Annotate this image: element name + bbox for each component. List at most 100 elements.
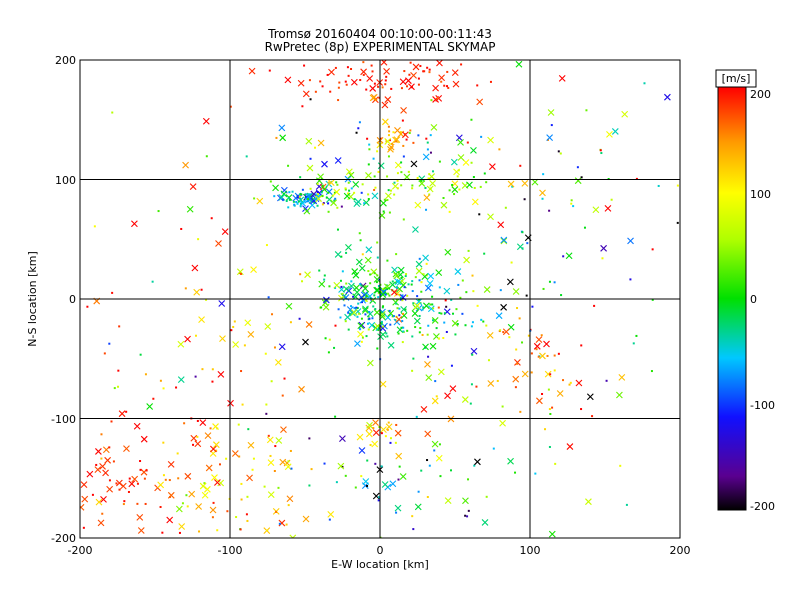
scatter-dot-marker — [406, 85, 409, 88]
scatter-dot-marker — [440, 312, 443, 315]
scatter-cross-marker — [392, 270, 400, 278]
scatter-dot-marker — [401, 320, 404, 323]
scatter-cross-marker — [362, 305, 369, 313]
scatter-dot-marker — [410, 283, 413, 286]
y-tick-labels: 200 100 0 -100 -200 — [51, 54, 76, 545]
scatter-cross-marker — [351, 268, 359, 275]
scatter-cross-marker — [487, 213, 494, 221]
scatter-dot-marker — [358, 121, 361, 124]
scatter-dot-marker — [406, 329, 409, 332]
scatter-dot-marker — [115, 482, 118, 485]
scatter-cross-marker — [218, 300, 226, 307]
scatter-dot-marker — [322, 202, 325, 205]
scatter-dot-marker — [422, 70, 425, 73]
scatter-cross-marker — [420, 406, 428, 413]
scatter-dot-marker — [386, 199, 389, 202]
scatter-dot-marker — [320, 306, 323, 309]
scatter-dot-marker — [347, 328, 350, 331]
scatter-dot-marker — [251, 468, 254, 471]
scatter-cross-marker — [368, 321, 376, 329]
scatter-dot-marker — [397, 478, 400, 481]
scatter-dot-marker — [395, 286, 398, 289]
scatter-dot-marker — [350, 187, 353, 190]
scatter-dot-marker — [323, 462, 326, 465]
scatter-dot-marker — [519, 410, 522, 413]
scatter-dot-marker — [368, 148, 371, 151]
scatter-dot-marker — [450, 364, 453, 367]
scatter-cross-marker — [274, 358, 282, 366]
scatter-dot-marker — [471, 274, 474, 277]
scatter-cross-marker — [246, 474, 253, 482]
scatter-cross-marker — [369, 85, 377, 92]
scatter-cross-marker — [256, 197, 264, 205]
scatter-dot-marker — [411, 187, 414, 190]
scatter-cross-marker — [201, 491, 209, 499]
scatter-dot-marker — [267, 296, 270, 299]
scatter-dot-marker — [95, 463, 98, 466]
scatter-dot-marker — [377, 85, 380, 88]
scatter-dot-marker — [551, 406, 554, 409]
scatter-dot-marker — [246, 495, 249, 498]
scatter-dot-marker — [583, 226, 586, 229]
scatter-dot-marker — [359, 239, 362, 242]
scatter-dot-marker — [303, 64, 306, 67]
x-tick-label: -200 — [68, 544, 93, 557]
scatter-dot-marker — [321, 85, 324, 88]
scatter-dot-marker — [386, 175, 389, 178]
scatter-dot-marker — [333, 346, 336, 349]
scatter-cross-marker — [279, 134, 287, 142]
scatter-dot-marker — [531, 305, 534, 308]
scatter-dot-marker — [576, 166, 579, 169]
scatter-dot-marker — [323, 278, 326, 281]
scatter-cross-marker — [437, 368, 445, 376]
scatter-dot-marker — [542, 287, 545, 290]
scatter-cross-marker — [333, 188, 341, 196]
scatter-cross-marker — [432, 84, 439, 92]
scatter-dot-marker — [540, 334, 543, 337]
scatter-cross-marker — [350, 309, 358, 316]
scatter-cross-marker — [140, 435, 148, 443]
scatter-dot-marker — [560, 294, 563, 297]
scatter-dot-marker — [418, 298, 421, 301]
scatter-dot-marker — [436, 97, 439, 100]
scatter-cross-marker — [333, 281, 341, 289]
scatter-cross-marker — [366, 359, 374, 367]
scatter-dot-marker — [308, 484, 311, 487]
scatter-dot-marker — [390, 87, 393, 90]
scatter-dot-marker — [367, 328, 370, 331]
grid-lines — [80, 60, 680, 538]
scatter-dot-marker — [435, 395, 438, 398]
scatter-cross-marker — [379, 324, 387, 332]
scatter-dot-marker — [334, 324, 337, 327]
y-tick-label: 200 — [55, 54, 76, 67]
scatter-cross-marker — [275, 437, 283, 444]
scatter-cross-marker — [431, 317, 439, 324]
scatter-dot-marker — [466, 141, 469, 144]
scatter-dot-marker — [340, 205, 343, 208]
scatter-cross-marker — [137, 527, 145, 534]
scatter-dot-marker — [423, 70, 426, 73]
scatter-dot-marker — [557, 150, 560, 153]
scatter-dot-marker — [514, 471, 517, 474]
scatter-dot-marker — [651, 248, 654, 251]
scatter-dot-marker — [585, 109, 588, 112]
scatter-dot-marker — [570, 202, 573, 205]
scatter-dot-marker — [334, 415, 337, 418]
scatter-cross-marker — [354, 198, 362, 206]
scatter-dot-marker — [568, 383, 571, 386]
scatter-cross-marker — [362, 478, 370, 485]
scatter-dot-marker — [307, 198, 310, 201]
scatter-dot-marker — [157, 210, 160, 213]
scatter-cross-marker — [317, 139, 325, 147]
scatter-cross-marker — [575, 379, 583, 387]
scatter-dot-marker — [177, 477, 180, 480]
scatter-cross-marker — [167, 491, 175, 499]
scatter-cross-marker — [366, 75, 374, 82]
scatter-dot-marker — [429, 303, 432, 306]
scatter-dot-marker — [483, 252, 486, 255]
scatter-dot-marker — [194, 334, 197, 337]
colorbar-tick: 0 — [750, 293, 757, 306]
scatter-dot-marker — [455, 308, 458, 311]
scatter-dot-marker — [395, 423, 398, 426]
scatter-dot-marker — [389, 441, 392, 444]
